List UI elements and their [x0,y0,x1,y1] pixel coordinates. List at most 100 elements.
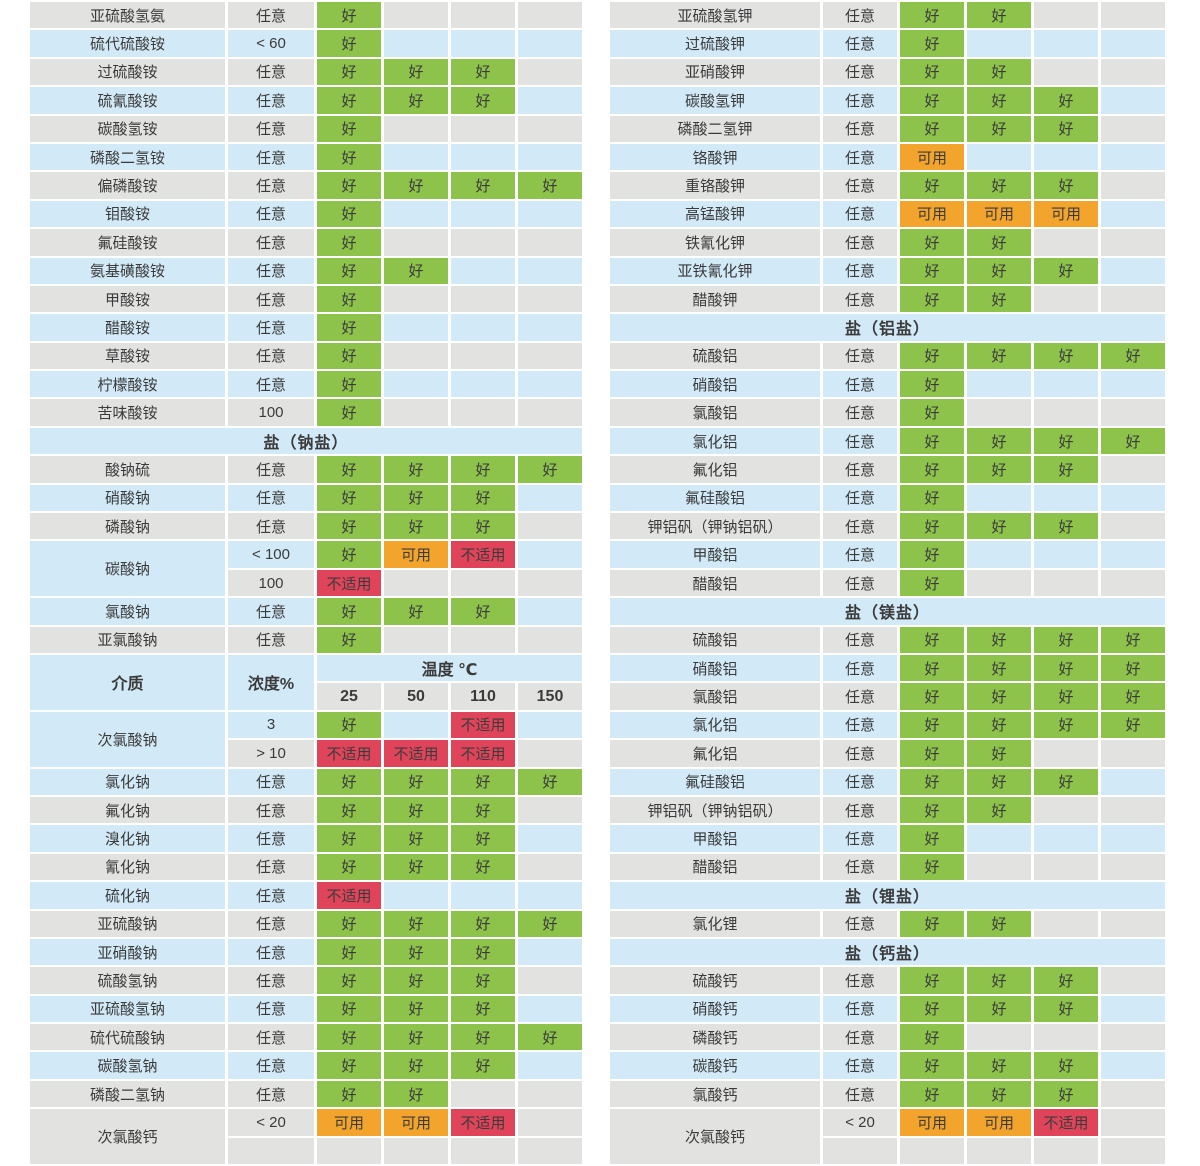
empty-cell [451,342,515,370]
compatibility-table-right: 亚硫酸氢钾 任意好好过硫酸钾 任意好亚硝酸钾 任意好好碳酸氢钾 任意好好好磷酸二氢钾 任意… [607,0,1168,1166]
table-row: 硝酸钠 任意好好好 [30,484,582,512]
empty-cell [1101,58,1165,86]
empty-cell [1101,399,1165,426]
status-cell: 好 [967,1052,1031,1079]
empty-cell [1101,513,1165,540]
status-cell: 好 [317,967,381,994]
status-cell: 好 [967,58,1031,86]
status-cell: 好 [967,967,1031,994]
empty-cell [451,229,515,256]
empty-cell [967,484,1031,512]
empty-cell [384,882,448,909]
status-cell: 好 [317,938,381,966]
table-row: 氯酸铝 任意好好好好 [610,683,1165,710]
chemical-name-cell: 磷酸钙 [610,1024,820,1051]
clipped-cell [518,1137,582,1165]
empty-cell [384,143,448,171]
clipped-cell [967,1137,1031,1165]
empty-cell [451,143,515,171]
concentration-cell: 任意 [228,995,314,1023]
empty-cell [1034,2,1098,29]
empty-cell [967,569,1031,597]
empty-cell [1101,796,1165,824]
status-cell: 好 [384,853,448,881]
chemical-name-cell: 溴化钠 [30,825,225,852]
chemical-name-cell: 硫酸铝 [610,342,820,370]
status-cell: 好 [384,1024,448,1051]
table-row: 酸钠硫 任意好好好好 [30,456,582,483]
concentration-cell: 任意 [823,399,897,426]
status-cell: 好 [384,484,448,512]
status-cell: 好 [967,172,1031,199]
chemical-name-cell: 氯化铝 [610,711,820,739]
chemical-name-cell: 磷酸二氢钾 [610,115,820,142]
empty-cell [518,598,582,625]
status-cell: 好 [900,967,964,994]
chemical-name-cell: 氯酸铝 [610,683,820,710]
status-cell: 好 [317,598,381,625]
clipped-cell [900,1137,964,1165]
empty-cell [518,796,582,824]
table-row: 次氯酸钙 < 20 可用 可用 不适用 [30,1109,582,1165]
concentration-cell: 任意 [228,882,314,909]
status-cell: 好 [900,1024,964,1051]
chemical-name-cell: 碳酸氢钾 [610,87,820,114]
status-cell: 好 [317,229,381,256]
table-row: 磷酸钠 任意好好好 [30,513,582,540]
chemical-name-cell: 硫酸氢钠 [30,967,225,994]
empty-cell [451,626,515,653]
status-cell: 好 [1034,1052,1098,1079]
empty-cell [518,882,582,909]
status-cell: 好 [317,172,381,199]
empty-cell [451,285,515,313]
status-cell: 好 [1034,768,1098,795]
concentration-cell: 任意 [823,342,897,370]
status-cell: 好 [317,314,381,341]
concentration-cell: 任意 [823,371,897,398]
status-cell: 好 [1034,427,1098,455]
temperature-tick: 50 [384,683,448,710]
status-cell: 好 [317,1024,381,1051]
status-cell: 好 [1101,626,1165,653]
concentration-cell: 任意 [228,200,314,228]
empty-cell [1101,541,1165,568]
empty-cell [518,740,582,767]
empty-cell [1101,740,1165,767]
concentration-cell: < 20 [823,1109,897,1136]
chemical-name-cell: 硝酸铝 [610,654,820,682]
clipped-cell [384,1137,448,1165]
concentration-cell: 任意 [228,825,314,852]
table-row: 氯化钠 任意好好好好 [30,768,582,795]
empty-cell [518,87,582,114]
empty-cell [518,257,582,284]
chemical-name-cell: 硫酸铝 [610,626,820,653]
table-row: 氟硅酸铝 任意好好好 [610,768,1165,795]
table-row: 100 不适用 [30,569,582,597]
status-cell: 好 [384,456,448,483]
chemical-name-cell: 亚铁氰化钾 [610,257,820,284]
table-row: 亚氯酸钠 任意好 [30,626,582,653]
table-row: 氯化铝 任意好好好好 [610,711,1165,739]
chemical-name-cell: 次氯酸钙 [610,1109,820,1165]
concentration-cell: 任意 [823,1024,897,1051]
status-cell: 不适用 [1034,1109,1098,1136]
concentration-cell: 任意 [823,1052,897,1079]
empty-cell [384,30,448,57]
status-cell: 好 [317,910,381,937]
concentration-cell: < 60 [228,30,314,57]
status-cell: 好 [317,1052,381,1079]
table-row: 溴化钠 任意好好好 [30,825,582,852]
status-cell: 好 [451,484,515,512]
table-row: 氟硅酸铵 任意好 [30,229,582,256]
concentration-cell: 任意 [228,143,314,171]
empty-cell [518,484,582,512]
status-cell: 好 [900,683,964,710]
empty-cell [451,30,515,57]
empty-cell [384,371,448,398]
empty-cell [384,399,448,426]
empty-cell [384,342,448,370]
concentration-column-header: 浓度% [228,654,314,710]
empty-cell [1034,1024,1098,1051]
empty-cell [1101,1080,1165,1108]
chemical-name-cell: 草酸铵 [30,342,225,370]
